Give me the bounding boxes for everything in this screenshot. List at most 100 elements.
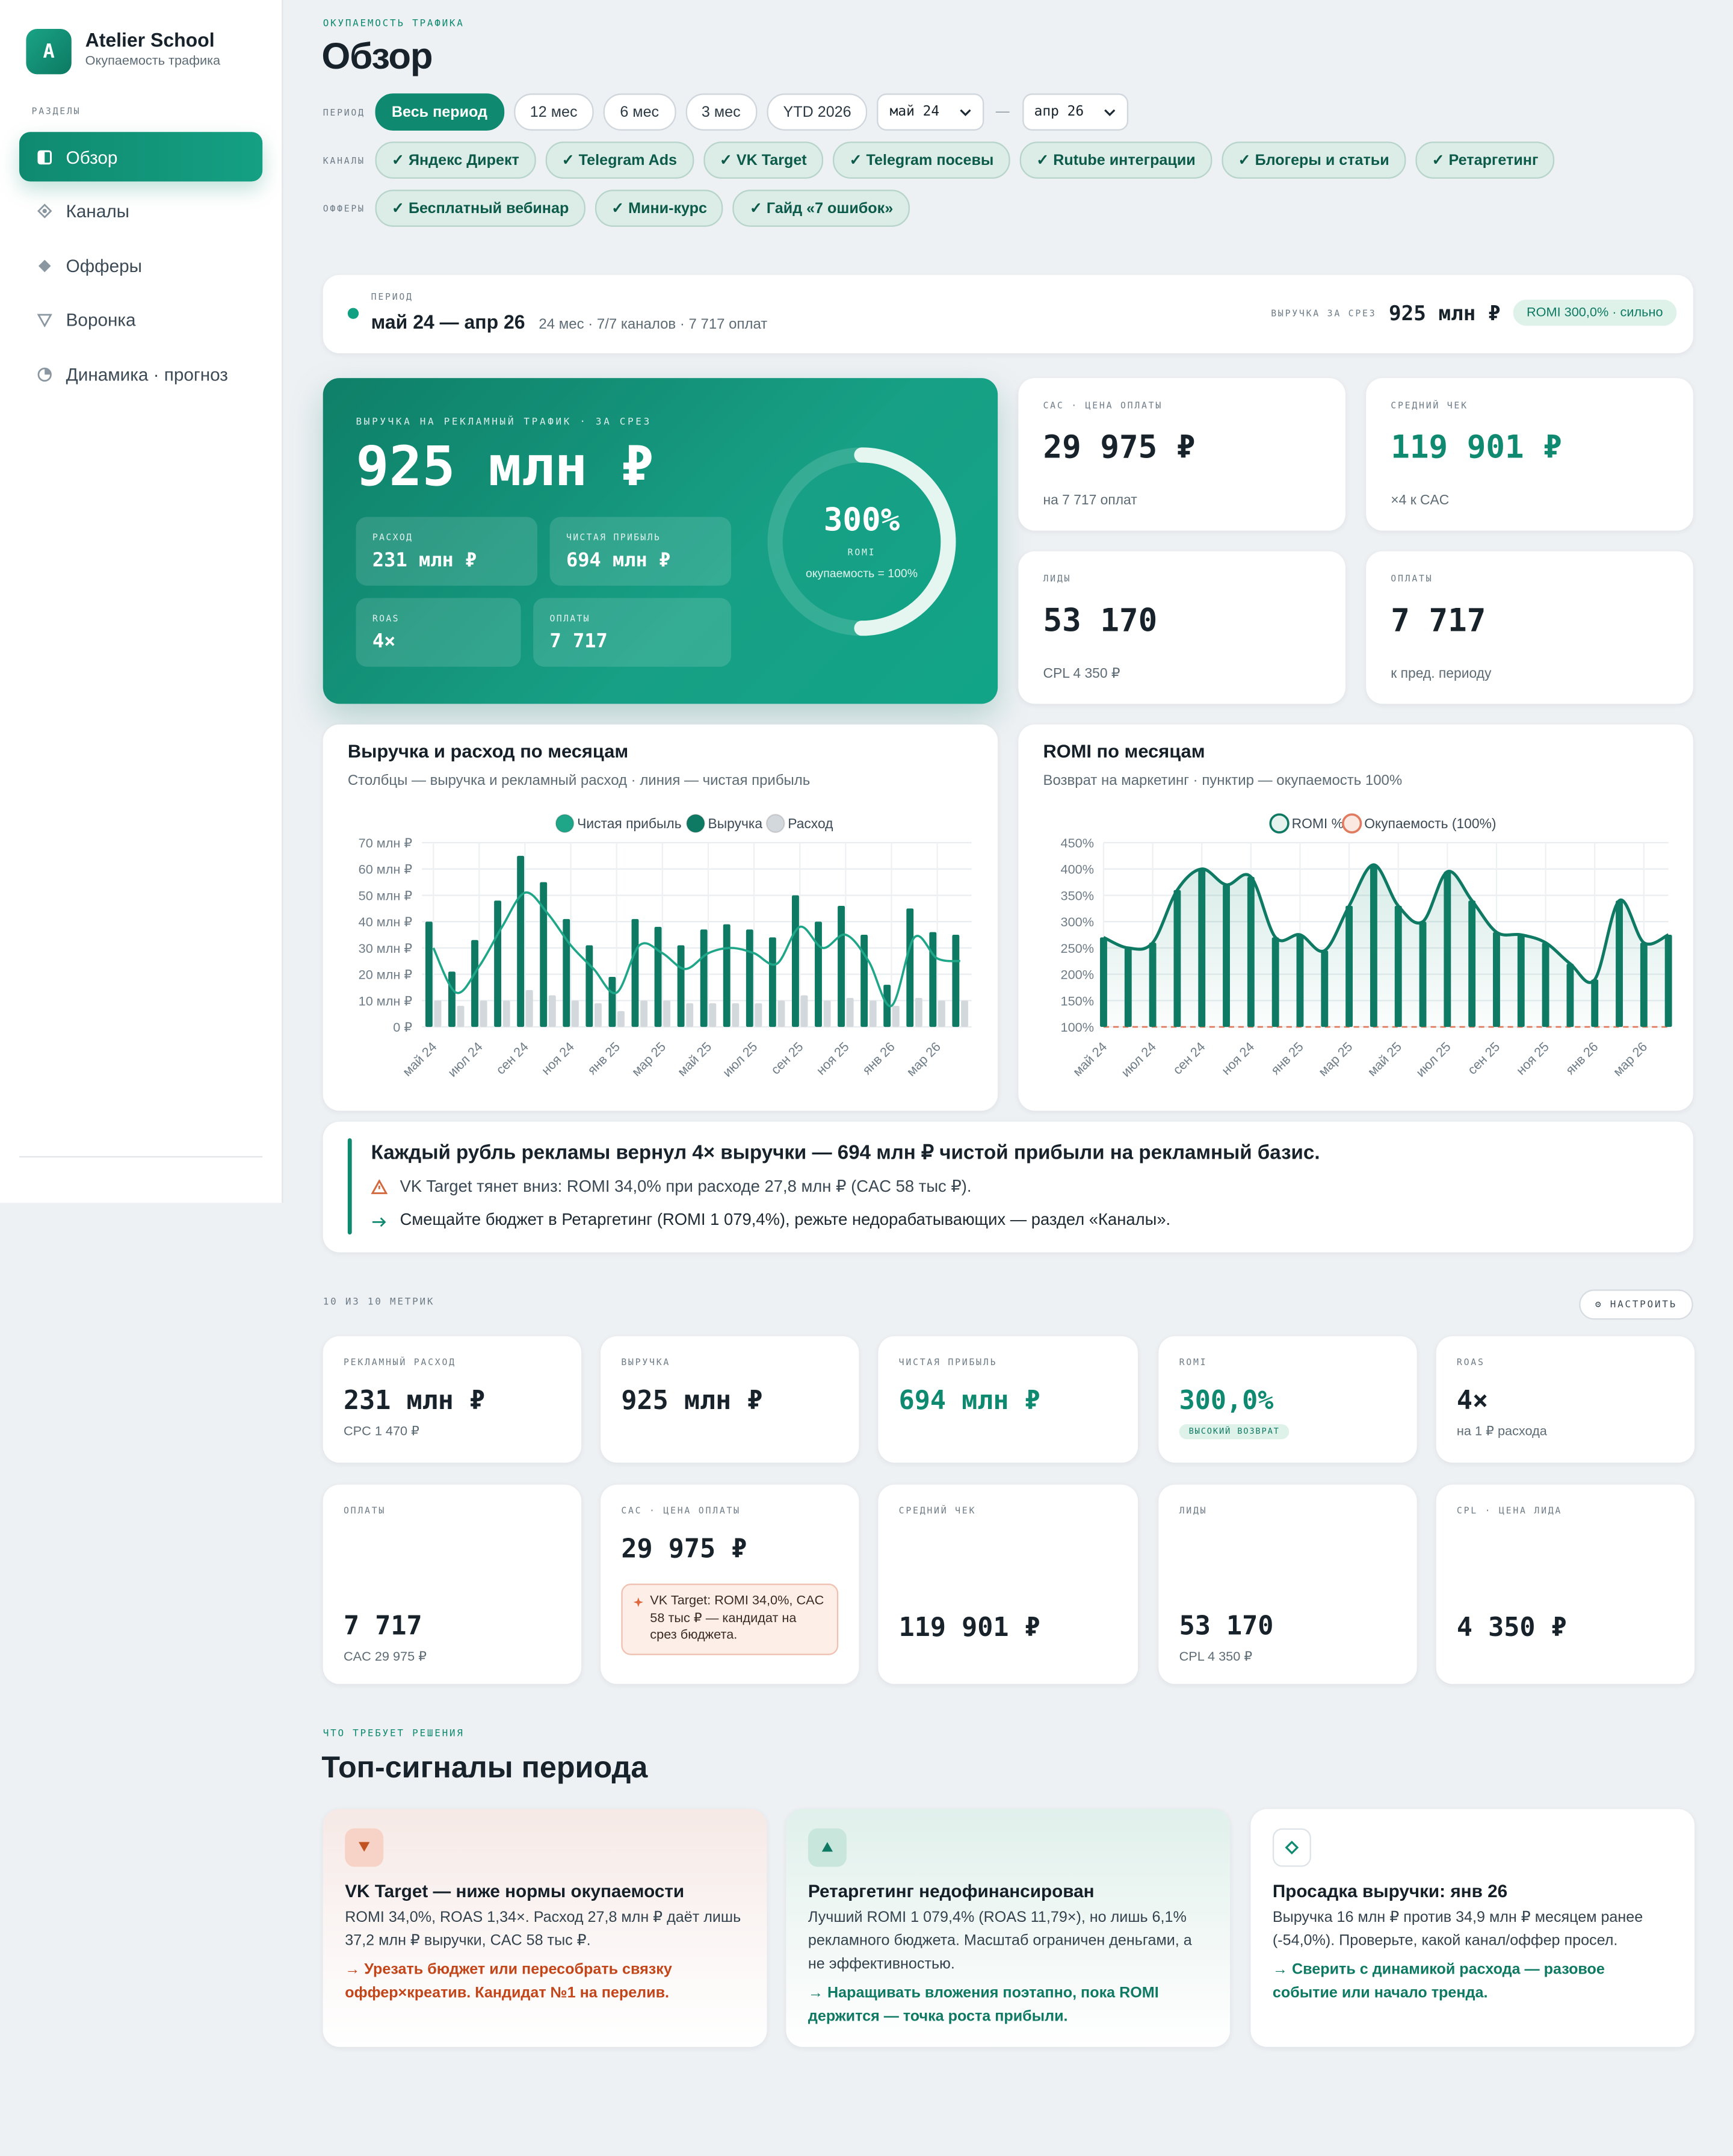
bar <box>654 926 662 1027</box>
hero-stat: ЧИСТАЯ ПРИБЫЛЬ 694 млн ₽ <box>549 516 732 586</box>
period-chip[interactable]: 6 мес <box>603 93 676 131</box>
nav-item[interactable]: Воронка <box>19 295 262 344</box>
offer-chip[interactable]: ✓ Мини-курс <box>595 190 724 227</box>
x-tick-label: май 24 <box>400 1039 440 1079</box>
kpi-note: к пред. периоду <box>1391 666 1492 682</box>
channel-chip[interactable]: ✓ Яндекс Директ <box>375 141 536 179</box>
bar <box>425 922 433 1027</box>
y-tick-label: 0 ₽ <box>393 1020 412 1035</box>
kpi-label: СРЕДНИЙ ЧЕК <box>1391 400 1468 411</box>
signal-action: → Сверить с динамикой расхода — разовое … <box>1272 1962 1605 2002</box>
chart-title: Выручка и расход по месяцам <box>348 740 628 761</box>
kpi-note: ×4 к CAC <box>1391 493 1450 509</box>
bar <box>892 1006 900 1027</box>
metric-value: 231 млн ₽ <box>343 1386 486 1416</box>
channel-chip[interactable]: ✓ Ретаргетинг <box>1415 141 1555 179</box>
channel-chip[interactable]: ✓ Telegram Ads <box>545 141 694 179</box>
metrics-count: 10 ИЗ 10 МЕТРИК <box>323 1296 435 1307</box>
metric-sub: CAC 29 975 ₽ <box>343 1649 427 1665</box>
channel-chip[interactable]: ✓ Rutube интеграции <box>1019 141 1212 179</box>
period-select[interactable]: май 24 <box>877 93 984 131</box>
bar <box>663 1000 671 1027</box>
y-tick-label: 40 млн ₽ <box>359 914 413 929</box>
insight-accent <box>347 1138 352 1234</box>
x-tick-label: мар 25 <box>1315 1039 1356 1079</box>
channel-chip[interactable]: ✓ VK Target <box>703 141 824 179</box>
bar <box>746 929 753 1027</box>
insight-action: Смещайте бюджет в Ретаргетинг (ROMI 1 07… <box>400 1209 1171 1229</box>
metric-card: ROAS 4× на 1 ₽ расхода <box>1436 1336 1695 1463</box>
signals-eyebrow: ЧТО ТРЕБУЕТ РЕШЕНИЯ <box>323 1727 465 1739</box>
hero-stat-label: РАСХОД <box>372 531 413 544</box>
bar <box>823 1000 831 1027</box>
signal-text: Лучший ROMI 1 079,4% (ROAS 11,79×), но л… <box>808 1909 1192 1973</box>
x-tick-label: ноя 25 <box>1513 1039 1552 1077</box>
offer-chip[interactable]: ✓ Бесплатный вебинар <box>375 190 585 227</box>
metric-sub: на 1 ₽ расхода <box>1456 1424 1547 1440</box>
tagline: Окупаемость трафика <box>85 54 221 69</box>
metric-label: ROAS <box>1456 1357 1485 1368</box>
y-tick-label: 60 млн ₽ <box>359 862 413 877</box>
y-tick-label: 450% <box>1061 835 1094 850</box>
y-tick-label: 50 млн ₽ <box>359 888 413 903</box>
line <box>1102 863 1669 984</box>
insight-warning: VK Target тянет вниз: ROMI 34,0% при рас… <box>400 1177 972 1196</box>
line <box>432 891 960 1008</box>
bar <box>952 935 960 1027</box>
metric-value: 300,0% <box>1179 1386 1274 1416</box>
metric-label: CAC · ЦЕНА ОПЛАТЫ <box>621 1505 741 1517</box>
x-tick-label: май 25 <box>675 1039 715 1079</box>
offer-chip[interactable]: ✓ Гайд «7 ошибок» <box>733 190 910 227</box>
signal-glyph <box>359 1842 370 1852</box>
bar <box>860 935 868 1027</box>
bar <box>563 918 570 1027</box>
period-chip[interactable]: 3 мес <box>685 93 758 131</box>
eyebrow: ОКУПАЕМОСТЬ ТРАФИКА <box>323 17 465 29</box>
bar <box>608 977 616 1027</box>
legend-swatch <box>765 814 785 834</box>
kpi-value: 7 717 <box>1391 603 1486 640</box>
nav-item[interactable]: Каналы <box>19 186 262 235</box>
summary-bar: ПЕРИОД май 24 — апр 26 24 мес · 7/7 кана… <box>323 274 1693 353</box>
legend-label: Расход <box>788 816 833 831</box>
bar <box>815 922 822 1027</box>
signal-icon <box>345 1828 384 1867</box>
metric-value: 7 717 <box>343 1611 422 1641</box>
channel-chip[interactable]: ✓ Telegram посевы <box>833 141 1010 179</box>
period-chip[interactable]: 12 мес <box>513 93 594 131</box>
nav-item[interactable]: Обзор <box>19 132 263 182</box>
channel-chip[interactable]: ✓ Блогеры и статьи <box>1222 141 1406 179</box>
bar <box>938 1000 945 1027</box>
divider <box>19 1156 263 1158</box>
x-tick-label: июл 24 <box>445 1039 486 1080</box>
period-select[interactable]: апр 26 <box>1022 93 1128 131</box>
signal-card: Ретаргетинг недофинансирован Лучший ROMI … <box>786 1809 1231 2047</box>
bar <box>540 882 548 1027</box>
chart-subtitle: Столбцы — выручка и рекламный расход · л… <box>348 772 810 788</box>
kpi-value: 29 975 ₽ <box>1043 430 1196 466</box>
bar <box>631 918 639 1027</box>
configure-button[interactable]: ⚙ НАСТРОИТЬ <box>1579 1289 1693 1320</box>
nav-label: Офферы <box>66 255 142 276</box>
nav-item[interactable]: Динамика · прогноз <box>19 349 262 398</box>
filter-label: ОФФЕРЫ <box>323 202 365 214</box>
period-chip[interactable]: Весь период <box>375 93 504 131</box>
bar <box>494 900 502 1027</box>
ring-value: 300% <box>824 502 900 539</box>
bar <box>929 932 937 1027</box>
kpi-note: на 7 717 оплат <box>1043 493 1137 509</box>
hero-stat: РАСХОД 231 млн ₽ <box>356 516 538 586</box>
y-tick-label: 100% <box>1061 1020 1094 1035</box>
summary-meta: 24 мес · 7/7 каналов · 7 717 оплат <box>539 316 768 333</box>
y-tick-label: 10 млн ₽ <box>359 993 413 1008</box>
x-tick-label: янв 25 <box>1268 1039 1306 1077</box>
legend-swatch <box>1269 813 1290 834</box>
revenue-chart-card: Выручка и расход по месяцам Столбцы — вы… <box>323 724 998 1111</box>
x-tick-label: май 25 <box>1364 1039 1404 1079</box>
bar <box>732 1003 740 1027</box>
metric-card: ЛИДЫ 53 170 CPL 4 350 ₽ <box>1158 1484 1417 1684</box>
metric-label: ВЫРУЧКА <box>621 1357 671 1368</box>
metric-note: VK Target: ROMI 34,0%, CAC 58 тыс ₽ — ка… <box>621 1584 839 1655</box>
nav-item[interactable]: Офферы <box>19 241 262 290</box>
period-chip[interactable]: YTD 2026 <box>767 93 868 131</box>
